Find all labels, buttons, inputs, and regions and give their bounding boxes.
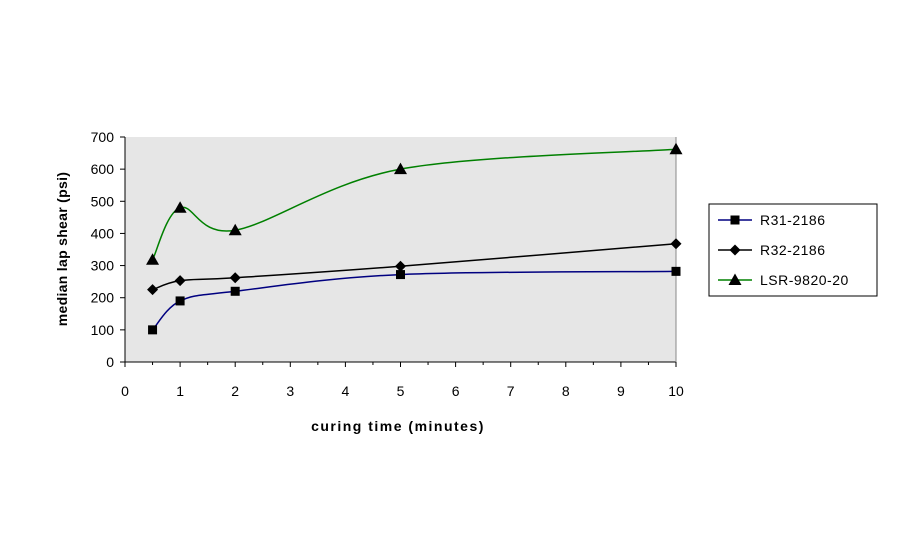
data-point [146, 253, 160, 265]
data-point [147, 284, 159, 296]
x-tick-label: 9 [617, 383, 625, 399]
legend-label: R31-2186 [760, 212, 826, 228]
data-point [671, 266, 681, 276]
y-tick-label: 200 [91, 290, 115, 306]
x-tick-label: 1 [176, 383, 184, 399]
data-point [670, 238, 682, 250]
x-tick-label: 6 [452, 383, 460, 399]
x-axis-label: curing time (minutes) [311, 418, 485, 434]
x-tick-label: 10 [668, 383, 684, 399]
y-tick-label: 700 [91, 129, 115, 145]
x-tick-label: 3 [286, 383, 294, 399]
legend-label: LSR-9820-20 [760, 272, 849, 288]
y-tick-label: 0 [106, 354, 114, 370]
y-tick-label: 300 [91, 258, 115, 274]
series-LSR-9820-20 [146, 142, 683, 265]
x-tick-label: 8 [562, 383, 570, 399]
data-point [396, 270, 405, 280]
legend-marker [729, 244, 741, 256]
x-tick-label: 4 [342, 383, 350, 399]
data-point [148, 325, 158, 335]
data-point [228, 223, 242, 236]
series-R31-2186 [148, 266, 681, 335]
legend-label: R32-2186 [760, 242, 826, 258]
data-point [175, 296, 185, 306]
series-R32-2186 [147, 238, 682, 296]
y-tick-label: 100 [91, 322, 115, 338]
y-tick-label: 500 [91, 193, 115, 209]
y-tick-label: 400 [91, 225, 115, 241]
x-tick-label: 7 [507, 383, 515, 399]
x-tick-label: 0 [121, 383, 129, 399]
y-axis-label: median lap shear (psi) [54, 172, 70, 326]
legend-marker [730, 215, 740, 225]
x-tick-label: 5 [397, 383, 405, 399]
legend: R31-2186 R32-2186 LSR-9820-20 [708, 203, 878, 297]
plot-area [125, 137, 676, 362]
data-point [174, 275, 186, 287]
y-tick-label: 600 [91, 161, 115, 177]
data-point [394, 162, 407, 175]
legend-marker [728, 273, 742, 285]
data-point [230, 286, 240, 296]
data-point [669, 142, 683, 155]
x-tick-label: 2 [231, 383, 239, 399]
data-point [395, 260, 406, 272]
data-point [173, 201, 187, 213]
data-point [229, 272, 241, 284]
